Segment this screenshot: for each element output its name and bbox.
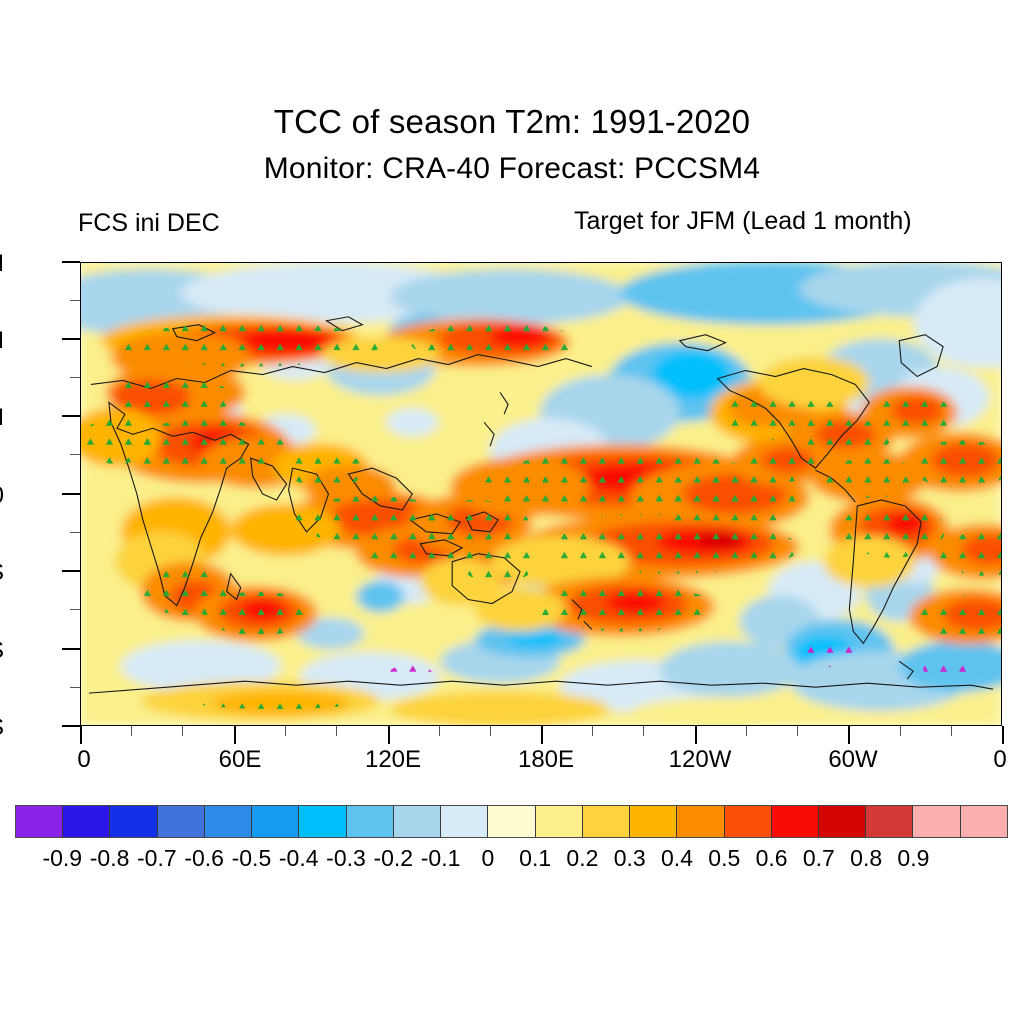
colorbar-swatch	[299, 806, 347, 837]
y-tick-minor	[70, 454, 80, 456]
x-axis-label-60w: 60W	[828, 746, 878, 773]
colorbar-tick-label: -0.3	[326, 845, 366, 871]
y-tick-major	[62, 493, 80, 495]
colorbar-tick-label: -0.2	[373, 845, 414, 871]
colorbar-swatch	[866, 806, 914, 837]
colorbar-swatch	[157, 806, 205, 837]
y-tick-major	[62, 648, 80, 650]
map-plot-area	[80, 262, 1002, 726]
significance-stipple-negative	[388, 639, 976, 682]
colorbar-swatch	[16, 806, 64, 837]
colorbar-tick-label: 0.3	[613, 845, 646, 871]
x-tick-major	[80, 726, 82, 744]
colorbar-tick-label: 0.5	[708, 845, 741, 871]
colorbar-swatch	[204, 806, 253, 837]
y-tick-major	[62, 261, 80, 263]
y-axis-label-30n: 30N	[0, 404, 4, 432]
colorbar-swatch	[488, 806, 536, 837]
x-tick-major	[1002, 726, 1004, 744]
colorbar-swatch	[441, 806, 489, 837]
x-axis-label-120e: 120E	[364, 746, 422, 773]
y-tick-major	[62, 338, 80, 340]
colorbar-swatch	[252, 806, 300, 837]
annotation-target-period: Target for JFM (Lead 1 month)	[574, 207, 912, 235]
colorbar-tick-label: 0.7	[802, 845, 835, 871]
x-axis-label-120w: 120W	[668, 746, 732, 773]
colorbar-swatch	[724, 806, 772, 837]
y-tick-minor	[70, 609, 80, 611]
annotation-forecast-init: FCS ini DEC	[78, 209, 220, 237]
colorbar-tick-label: -0.1	[420, 845, 461, 871]
colorbar-swatch	[346, 806, 394, 837]
x-tick-minor	[336, 726, 338, 736]
correlation-map	[81, 263, 1001, 725]
colorbar-swatch	[677, 806, 725, 837]
y-tick-minor	[70, 532, 80, 534]
x-tick-minor	[490, 726, 492, 736]
x-tick-minor	[592, 726, 594, 736]
x-tick-minor	[900, 726, 902, 736]
colorbar-tick-label: -0.8	[89, 845, 130, 871]
y-axis-label-90n: 90N	[0, 250, 4, 278]
colorbar-tick-label: 0.9	[897, 845, 930, 871]
colorbar-swatch	[960, 806, 1007, 837]
colorbar-tick-label: -0.6	[184, 845, 224, 871]
x-tick-major	[695, 726, 697, 744]
x-tick-minor	[439, 726, 441, 736]
x-tick-minor	[285, 726, 287, 736]
x-tick-minor	[746, 726, 748, 736]
colorbar-swatch	[913, 806, 961, 837]
y-tick-major	[62, 415, 80, 417]
colorbar	[15, 805, 1008, 838]
y-axis-label-90s: 90S	[0, 714, 4, 742]
colorbar-tick-label: -0.9	[42, 845, 83, 871]
x-tick-major	[541, 726, 543, 744]
colorbar-swatch	[630, 806, 678, 837]
colorbar-tick-label: -0.7	[137, 845, 177, 871]
colorbar-tick-label: -0.5	[231, 845, 272, 871]
x-axis-label-60e: 60E	[218, 746, 262, 773]
y-tick-major	[62, 725, 80, 727]
colorbar-swatch	[582, 806, 631, 837]
x-tick-major	[234, 726, 236, 744]
x-tick-minor	[643, 726, 645, 736]
y-axis-label-60n: 60N	[0, 327, 4, 355]
x-tick-minor	[951, 726, 953, 736]
colorbar-swatch	[535, 806, 583, 837]
x-tick-minor	[131, 726, 133, 736]
y-tick-minor	[70, 377, 80, 379]
colorbar-swatch	[393, 806, 442, 837]
y-axis-label-30s: 30S	[0, 559, 4, 587]
colorbar-tick-label: 0.2	[566, 845, 599, 871]
significance-stipple-positive	[82, 322, 1001, 710]
x-tick-major	[388, 726, 390, 744]
colorbar-tick-label: 0.6	[755, 845, 788, 871]
x-axis-label-180e: 180E	[517, 746, 575, 773]
y-axis-label-60s: 60S	[0, 637, 4, 665]
page-subtitle: Monitor: CRA-40 Forecast: PCCSM4	[263, 152, 761, 185]
x-axis-label-0e: 0	[77, 746, 91, 773]
y-tick-minor	[70, 300, 80, 302]
colorbar-tick-label: 0.4	[661, 845, 693, 871]
colorbar-tick-label: -0.4	[278, 845, 319, 871]
colorbar-tick-label: 0.8	[850, 845, 883, 871]
x-axis-label-0w: 0	[993, 746, 1007, 773]
y-axis-label-0: 0	[0, 482, 4, 510]
colorbar-swatch	[818, 806, 867, 837]
x-tick-minor	[182, 726, 184, 736]
x-tick-minor	[797, 726, 799, 736]
colorbar-swatch	[771, 806, 819, 837]
colorbar-tick-label: 0	[481, 845, 495, 871]
y-tick-minor	[70, 687, 80, 689]
y-tick-major	[62, 570, 80, 572]
colorbar-swatch	[63, 806, 111, 837]
x-tick-major	[848, 726, 850, 744]
colorbar-swatch	[110, 806, 158, 837]
page-title: TCC of season T2m: 1991-2020	[273, 103, 751, 140]
colorbar-tick-label: 0.1	[519, 845, 552, 871]
